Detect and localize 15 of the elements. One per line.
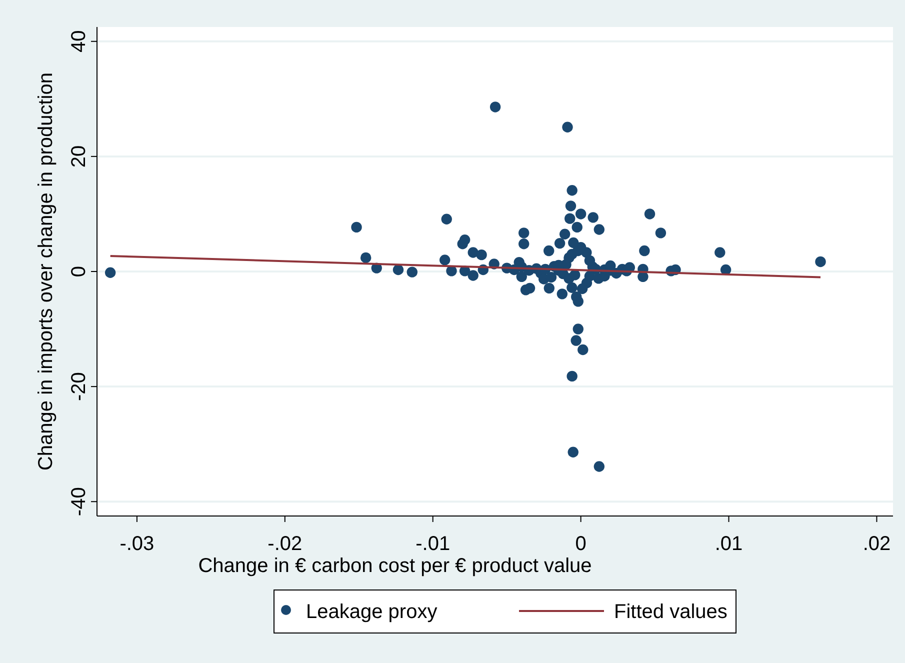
y-tick-label: 40 xyxy=(68,30,90,53)
y-tick-label: 20 xyxy=(68,145,90,168)
x-tick-label: .02 xyxy=(862,533,891,555)
y-axis-title: Change in imports over change in production xyxy=(35,72,57,471)
legend-label: Leakage proxy xyxy=(306,601,438,623)
x-tick-label: -.02 xyxy=(268,533,302,555)
x-tick-label: 0 xyxy=(575,533,586,555)
x-tick-label: .01 xyxy=(714,533,743,555)
y-tick-label: -20 xyxy=(68,372,90,402)
x-axis-title: Change in € carbon cost per € product value xyxy=(198,555,592,577)
y-tick-label: 0 xyxy=(68,266,90,278)
legend-label: Fitted values xyxy=(614,601,728,623)
x-tick-label: -.03 xyxy=(120,533,154,555)
y-tick-label: -40 xyxy=(68,487,90,516)
x-tick-label: -.01 xyxy=(416,533,450,555)
